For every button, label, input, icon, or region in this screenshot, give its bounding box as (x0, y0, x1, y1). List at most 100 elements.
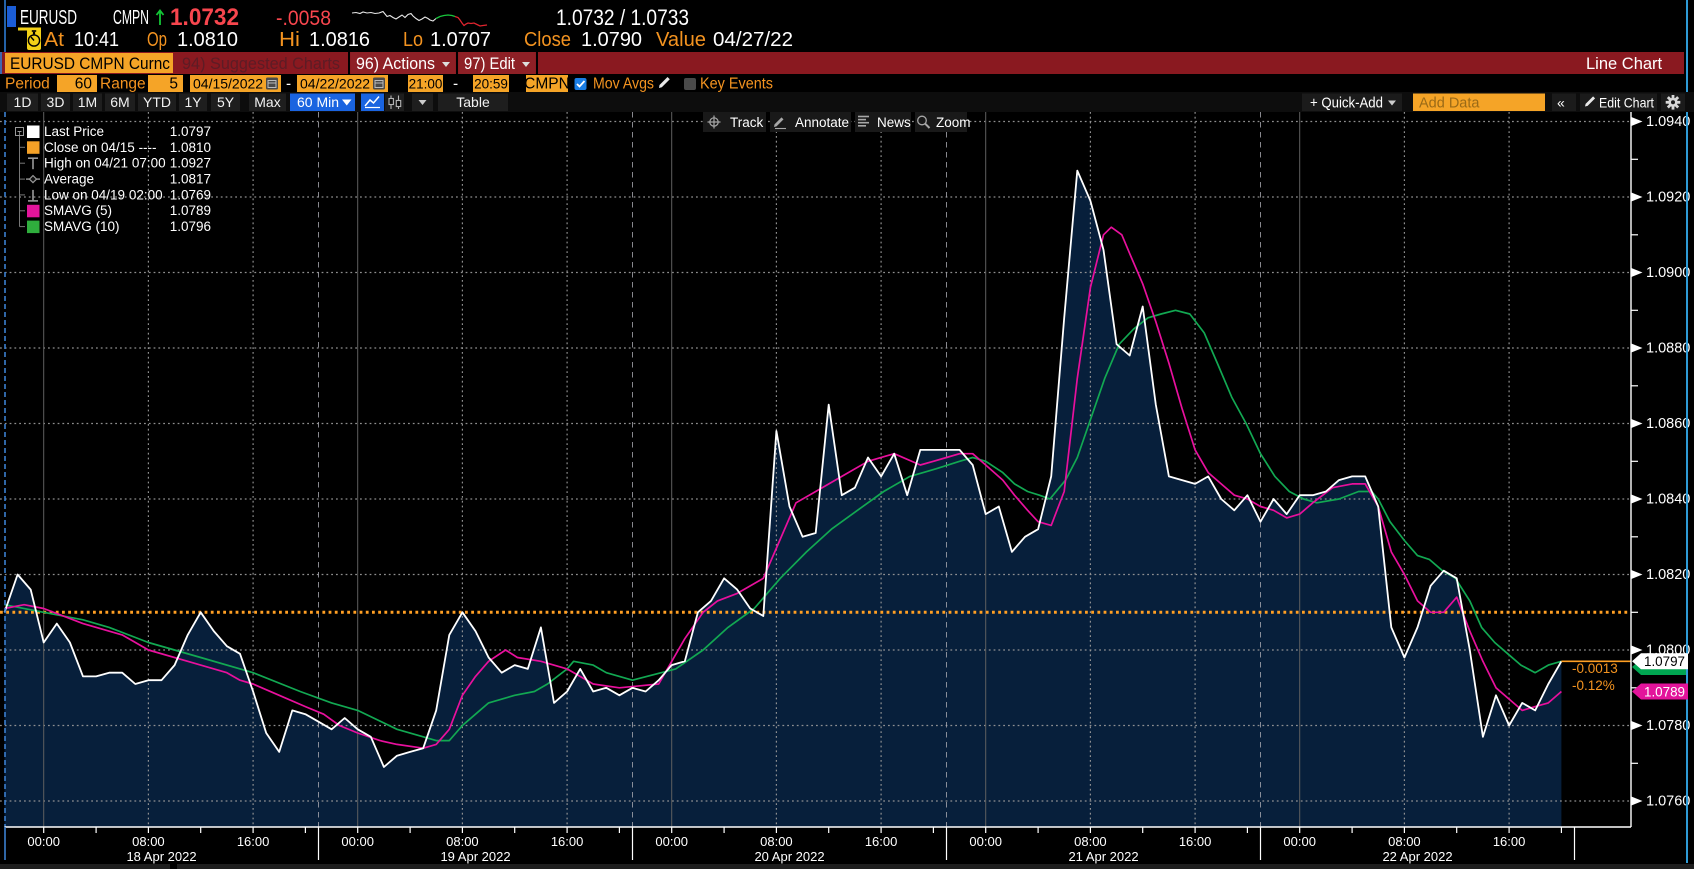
svg-text:Hi: Hi (279, 29, 300, 51)
svg-text:00:00: 00:00 (341, 834, 374, 849)
svg-text:21:00: 21:00 (409, 77, 443, 92)
svg-text:60 Min: 60 Min (297, 95, 339, 110)
svg-text:00:00: 00:00 (27, 834, 60, 849)
svg-text:1.0780: 1.0780 (1646, 718, 1690, 734)
svg-text:1.0860: 1.0860 (1646, 416, 1690, 432)
svg-text:1.0789: 1.0789 (170, 203, 211, 218)
svg-text:1Y: 1Y (184, 94, 202, 110)
svg-text:EURUSD CMPN Curnc: EURUSD CMPN Curnc (10, 55, 170, 73)
svg-text:1.0840: 1.0840 (1646, 492, 1690, 508)
svg-text:Annotate: Annotate (795, 115, 849, 130)
svg-text:1.0769: 1.0769 (170, 187, 211, 202)
svg-text:SMAVG (10): SMAVG (10) (44, 219, 120, 234)
svg-text:Key Events: Key Events (700, 76, 773, 93)
svg-text:Edit Chart: Edit Chart (1599, 95, 1654, 111)
svg-text:+ Quick-Add: + Quick-Add (1310, 96, 1383, 112)
svg-text:Low on 04/19 02:00: Low on 04/19 02:00 (44, 187, 163, 202)
svg-text:00:00: 00:00 (1283, 834, 1316, 849)
svg-text:1.0797: 1.0797 (170, 124, 211, 139)
svg-text:5: 5 (169, 76, 178, 93)
svg-text:-0.0013: -0.0013 (1572, 661, 1618, 676)
svg-text:04/15/2022: 04/15/2022 (193, 76, 263, 92)
svg-text:00:00: 00:00 (969, 834, 1002, 849)
svg-text:10:41: 10:41 (74, 29, 119, 51)
svg-text:60: 60 (75, 76, 93, 93)
svg-text:22 Apr 2022: 22 Apr 2022 (1382, 849, 1452, 864)
svg-text:1.0797: 1.0797 (1644, 653, 1685, 669)
svg-text:Line Chart: Line Chart (1586, 55, 1663, 73)
svg-text:1.0816: 1.0816 (309, 29, 370, 51)
svg-text:Value: Value (656, 29, 706, 51)
svg-text:1.0796: 1.0796 (170, 219, 211, 234)
svg-text:04/27/22: 04/27/22 (713, 29, 793, 51)
svg-text:16:00: 16:00 (237, 834, 270, 849)
svg-text:18 Apr 2022: 18 Apr 2022 (126, 849, 196, 864)
svg-text:Range: Range (100, 76, 146, 93)
svg-text:1.0817: 1.0817 (170, 172, 211, 187)
svg-text:16:00: 16:00 (1493, 834, 1526, 849)
svg-text:97) Edit: 97) Edit (464, 55, 515, 73)
svg-text:1.0789: 1.0789 (1644, 683, 1685, 699)
svg-text:CMPN: CMPN (113, 7, 149, 29)
svg-text:-0.12%: -0.12% (1572, 678, 1615, 693)
svg-text:YTD: YTD (143, 94, 171, 110)
svg-text:Close on 04/15 ----: Close on 04/15 ---- (44, 140, 157, 155)
svg-text:-: - (453, 76, 458, 93)
svg-text:16:00: 16:00 (865, 834, 898, 849)
svg-text:96) Actions: 96) Actions (356, 55, 435, 73)
svg-text:Add Data: Add Data (1419, 96, 1480, 112)
svg-text:1.0920: 1.0920 (1646, 190, 1690, 206)
svg-text:1.0760: 1.0760 (1646, 794, 1690, 810)
svg-text:5Y: 5Y (217, 94, 235, 110)
svg-text:1.0810: 1.0810 (170, 140, 211, 155)
svg-text:1.0927: 1.0927 (170, 156, 211, 171)
svg-text:04/22/2022: 04/22/2022 (300, 76, 370, 92)
svg-text:1.0732: 1.0732 (170, 4, 239, 31)
svg-text:SMAVG (5): SMAVG (5) (44, 203, 112, 218)
svg-text:1M: 1M (78, 94, 97, 110)
svg-text:News: News (877, 115, 911, 130)
svg-text:08:00: 08:00 (1074, 834, 1107, 849)
svg-text:«: « (1557, 95, 1565, 111)
svg-text:-: - (286, 76, 291, 93)
svg-text:08:00: 08:00 (760, 834, 793, 849)
svg-text:At: At (44, 29, 64, 51)
svg-text:21 Apr 2022: 21 Apr 2022 (1068, 849, 1138, 864)
svg-text:Op: Op (147, 29, 167, 51)
svg-text:94) Suggested Charts: 94) Suggested Charts (182, 55, 340, 73)
svg-text:Zoom: Zoom (936, 115, 971, 130)
svg-text:Period: Period (5, 76, 50, 93)
svg-text:Track: Track (730, 115, 763, 130)
svg-text:08:00: 08:00 (132, 834, 165, 849)
svg-text:08:00: 08:00 (1388, 834, 1421, 849)
svg-text:Last Price: Last Price (44, 124, 104, 139)
svg-text:1.0880: 1.0880 (1646, 341, 1690, 357)
svg-text:Lo: Lo (403, 29, 423, 51)
svg-text:1D: 1D (14, 94, 32, 110)
svg-text:3D: 3D (47, 94, 65, 110)
svg-text:EURUSD: EURUSD (20, 7, 77, 29)
svg-text:1.0732 / 1.0733: 1.0732 / 1.0733 (556, 5, 689, 30)
svg-text:16:00: 16:00 (551, 834, 584, 849)
svg-text:00:00: 00:00 (655, 834, 688, 849)
svg-text:1.0707: 1.0707 (430, 29, 491, 51)
svg-text:Table: Table (456, 94, 490, 110)
svg-text:Average: Average (44, 172, 94, 187)
svg-text:6M: 6M (110, 94, 129, 110)
svg-text:High on 04/21 07:00: High on 04/21 07:00 (44, 156, 166, 171)
svg-text:1.0900: 1.0900 (1646, 265, 1690, 281)
svg-text:20:59: 20:59 (474, 77, 508, 92)
svg-text:19 Apr 2022: 19 Apr 2022 (440, 849, 510, 864)
svg-text:Close: Close (524, 29, 571, 51)
svg-text:08:00: 08:00 (446, 834, 479, 849)
svg-text:1.0820: 1.0820 (1646, 567, 1690, 583)
svg-text:1.0790: 1.0790 (581, 29, 642, 51)
svg-text:20 Apr 2022: 20 Apr 2022 (754, 849, 824, 864)
svg-text:1.0940: 1.0940 (1646, 114, 1690, 130)
svg-text:Max: Max (254, 94, 280, 110)
svg-text:-.0058: -.0058 (276, 7, 331, 30)
svg-text:CMPN: CMPN (524, 76, 570, 93)
svg-text:16:00: 16:00 (1179, 834, 1212, 849)
svg-text:Mov Avgs: Mov Avgs (593, 76, 654, 93)
svg-text:1.0810: 1.0810 (177, 29, 238, 51)
